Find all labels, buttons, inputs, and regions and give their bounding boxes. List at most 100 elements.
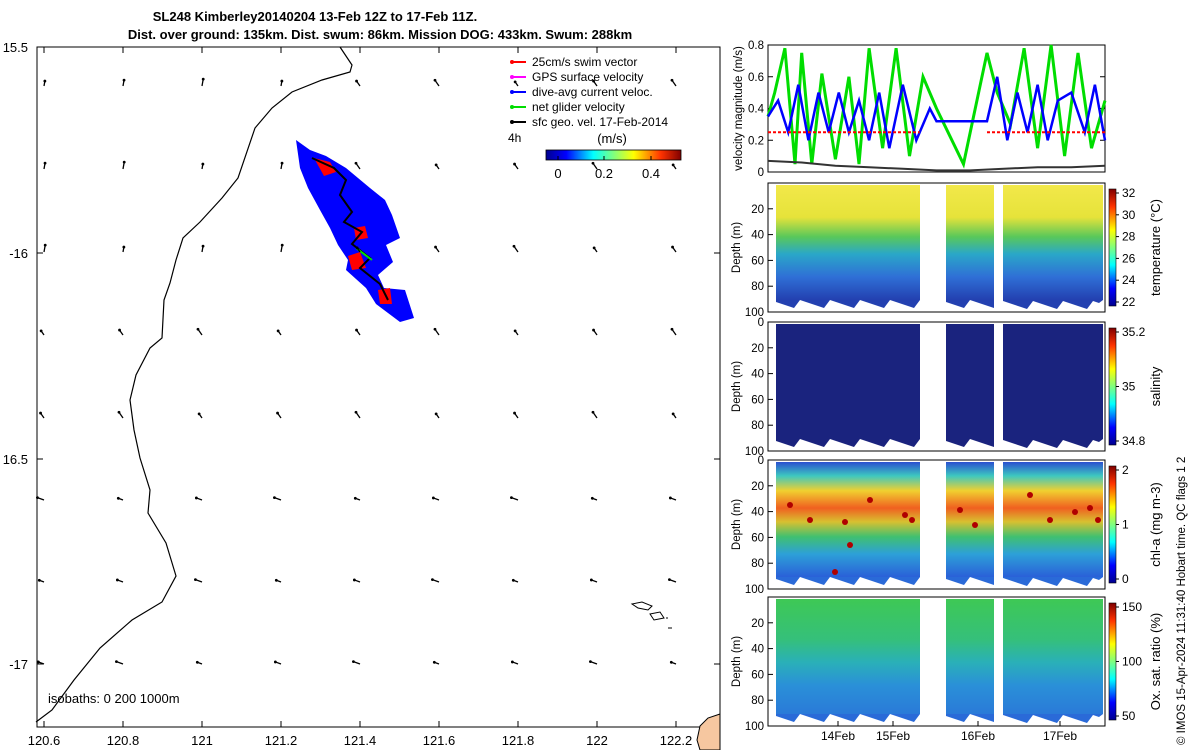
time-tick-label: 16Feb bbox=[961, 729, 995, 743]
chl-hotspot bbox=[1095, 517, 1101, 523]
geostrophic-arrow-head bbox=[513, 162, 516, 166]
map-y-tick-label: -16 bbox=[9, 246, 28, 261]
depth-tick-label: 0 bbox=[758, 317, 764, 329]
depth-tick-label: 80 bbox=[751, 695, 764, 707]
speed-colorbar-tick-label: 0.2 bbox=[595, 166, 613, 181]
geostrophic-arrow-head bbox=[510, 496, 513, 500]
depth-tick-label: 40 bbox=[751, 230, 764, 242]
profile-colorbar-tick-label: 1 bbox=[1122, 518, 1129, 532]
map-y-axis: 15.5 -16 16.5 -17 bbox=[3, 40, 720, 672]
profile-ragged-bottom bbox=[1003, 714, 1103, 723]
geostrophic-arrow-head bbox=[43, 243, 47, 247]
geostrophic-arrow-head bbox=[201, 77, 205, 81]
profile-data-block bbox=[946, 599, 994, 714]
chl-hotspot bbox=[957, 507, 963, 513]
profile-data-block bbox=[946, 185, 994, 300]
geostrophic-arrow-head bbox=[355, 79, 358, 83]
depth-axis-label: Depth (m) bbox=[731, 222, 743, 273]
geostrophic-arrow-head bbox=[36, 660, 40, 664]
geostrophic-arrow-head bbox=[433, 78, 437, 82]
geostrophic-arrow-head bbox=[355, 246, 359, 250]
geostrophic-arrow-head bbox=[36, 496, 39, 500]
map-y-tick-label: 15.5 bbox=[3, 40, 28, 55]
geostrophic-arrow-head bbox=[590, 496, 594, 500]
legend-swatch-head bbox=[510, 60, 514, 64]
map-x-tick-label: 122.2 bbox=[660, 733, 693, 748]
map-frame bbox=[36, 46, 721, 728]
geostrophic-arrow-head bbox=[671, 245, 674, 249]
geostrophic-arrow-head bbox=[669, 660, 673, 664]
profile-colorbar-tick-label: 35 bbox=[1122, 380, 1136, 394]
geostrophic-arrow-head bbox=[194, 496, 198, 500]
map-x-tick-label: 121.4 bbox=[344, 733, 377, 748]
depth-tick-label: 20 bbox=[751, 343, 764, 355]
map-x-axis: 120.6 120.8 121 121.2 121.4 121.6 121.8 122 122.… bbox=[28, 47, 693, 748]
profile-colorbar-label: Ox. sat. ratio (%) bbox=[1148, 613, 1163, 711]
geostrophic-arrow-head bbox=[434, 245, 437, 249]
land-corner bbox=[696, 713, 721, 750]
chl-hotspot bbox=[847, 542, 853, 548]
profile-data-block bbox=[946, 462, 994, 577]
chl-hotspot bbox=[867, 497, 873, 503]
speed-colorbar-tick-label: 0 bbox=[554, 166, 561, 181]
profile-data-block bbox=[1003, 185, 1103, 300]
depth-tick-label: 60 bbox=[751, 394, 764, 406]
depth-tick-label: 80 bbox=[751, 420, 764, 432]
geostrophic-arrow-head bbox=[431, 496, 435, 500]
geostrophic-arrow-head bbox=[591, 161, 595, 165]
chl-hotspot bbox=[902, 512, 908, 518]
profile-data-block bbox=[776, 324, 920, 439]
profile-panel-4: 20 40 60 80 100 Depth (m) 150 100 50 Ox. sat. rat… bbox=[731, 596, 1163, 733]
geostrophic-arrow-head bbox=[195, 660, 199, 664]
geostrophic-arrow-head bbox=[37, 578, 41, 582]
geostrophic-arrow-head bbox=[671, 163, 675, 167]
profile-panel-2: 0 20 40 60 80 100 Depth (m) 35.2 35 34.8 salinity bbox=[731, 317, 1163, 458]
chl-hotspot bbox=[972, 522, 978, 528]
geostrophic-arrow-head bbox=[276, 411, 279, 415]
profile-data-block bbox=[946, 324, 994, 439]
geostrophic-arrow-head bbox=[589, 660, 592, 664]
time-tick-label: 17Feb bbox=[1043, 729, 1077, 743]
chl-hotspot bbox=[1047, 517, 1053, 523]
copyright-note: © IMOS 15-Apr-2024 11:31:40 Hobart time.… bbox=[1176, 457, 1188, 745]
profile-colorbar bbox=[1108, 188, 1117, 307]
profile-colorbar-tick-label: 28 bbox=[1122, 230, 1136, 244]
depth-axis-label: Depth (m) bbox=[731, 499, 743, 550]
geostrophic-arrow-head bbox=[511, 578, 515, 582]
geostrophic-arrow-head bbox=[354, 161, 358, 165]
profile-ragged-bottom bbox=[776, 439, 920, 447]
interval-label: 4h bbox=[508, 131, 521, 145]
profile-panel-1: 20 40 60 80 100 Depth (m) 32 30 28 26 24 22 temperat… bbox=[731, 182, 1163, 319]
profile-ragged-bottom bbox=[1003, 439, 1103, 448]
geostrophic-arrow-head bbox=[589, 578, 593, 582]
geostrophic-arrow-head bbox=[433, 327, 437, 331]
profile-ragged-bottom bbox=[1003, 300, 1103, 309]
depth-tick-label: 100 bbox=[745, 584, 764, 596]
geostrophic-arrow-head bbox=[512, 244, 516, 248]
depth-axis-label: Depth (m) bbox=[731, 361, 743, 412]
profile-colorbar-tick-label: 30 bbox=[1122, 208, 1136, 222]
profile-ragged-bottom bbox=[946, 714, 994, 722]
depth-tick-label: 60 bbox=[751, 255, 764, 267]
profile-colorbar-label: chl-a (mg m-3) bbox=[1148, 482, 1163, 567]
geostrophic-arrow-head bbox=[194, 578, 197, 582]
depth-tick-label: 60 bbox=[751, 669, 764, 681]
geostrophic-arrow-head bbox=[276, 329, 280, 333]
geostrophic-arrow-head bbox=[39, 411, 42, 415]
profile-colorbar-tick-label: 50 bbox=[1122, 709, 1136, 723]
geostrophic-arrow-head bbox=[592, 328, 595, 332]
colorbar-unit: (m/s) bbox=[597, 131, 627, 146]
geostrophic-arrow-head bbox=[116, 496, 120, 500]
profile-data-block bbox=[776, 599, 920, 714]
profile-colorbar bbox=[1108, 465, 1117, 584]
profile-colorbar-label: temperature (°C) bbox=[1148, 199, 1163, 296]
chl-hotspot bbox=[909, 517, 915, 523]
track-line bbox=[311, 157, 389, 301]
geostrophic-arrow-head bbox=[513, 80, 517, 84]
isobaths-label: isobaths: 0 200 1000m bbox=[48, 691, 180, 706]
depth-tick-label: 20 bbox=[751, 204, 764, 216]
geostrophic-arrows bbox=[36, 77, 677, 665]
chl-hotspot bbox=[842, 519, 848, 525]
map-x-tick-label: 121.8 bbox=[502, 733, 535, 748]
